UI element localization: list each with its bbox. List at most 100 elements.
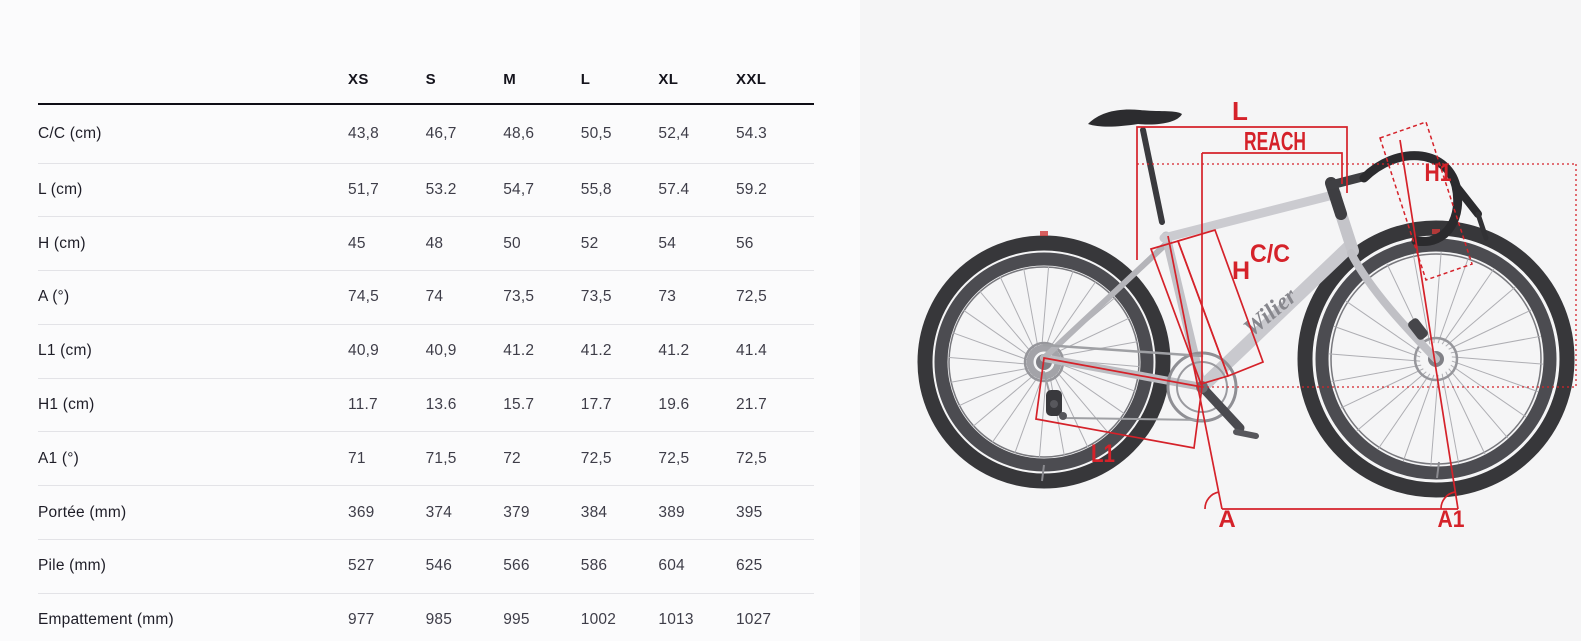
value-cell: 55,8 <box>580 180 612 198</box>
value-cell: 72,5 <box>735 449 767 467</box>
size-header-cell: XL <box>658 70 679 88</box>
value-cell: 54.3 <box>735 124 767 142</box>
row-label: L (cm) <box>38 180 83 198</box>
seatpost <box>1140 127 1165 225</box>
table-row: Pile (mm) 527 546 566 586 604 625 <box>38 540 814 594</box>
value-cell: 15.7 <box>503 396 535 414</box>
value-cell: 604 <box>658 557 685 575</box>
label-reach: REACH <box>1244 126 1306 156</box>
table-row: Portée (mm) 369 374 379 384 389 395 <box>38 486 814 541</box>
l-measure-line <box>1136 126 1348 260</box>
value-cell: 50,5 <box>580 124 612 142</box>
value-cell: 566 <box>503 557 530 575</box>
value-cell: 51,7 <box>348 180 379 198</box>
value-cell: 995 <box>503 611 530 629</box>
head-angle-line <box>1399 139 1459 510</box>
value-cell: 586 <box>580 557 608 575</box>
row-label: H (cm) <box>38 234 86 252</box>
front-rotor <box>1413 336 1459 382</box>
value-cell: 50 <box>503 234 521 252</box>
value-cell: 41.2 <box>580 342 612 360</box>
value-cell: 977 <box>348 611 375 629</box>
front-valve <box>1436 461 1440 479</box>
rear-tire-decal <box>1040 231 1048 236</box>
value-cell: 72,5 <box>580 449 612 467</box>
row-label: Portée (mm) <box>38 503 127 521</box>
value-cell: 72,5 <box>735 288 767 306</box>
value-cell: 13.6 <box>425 396 457 414</box>
label-a1: A1 <box>1438 506 1465 533</box>
row-label: A1 (°) <box>38 449 79 467</box>
value-cell: 54 <box>658 234 677 252</box>
saddle <box>1088 109 1182 127</box>
value-cell: 71 <box>348 449 366 467</box>
l1-measure-box <box>1035 357 1203 449</box>
value-cell: 546 <box>425 557 453 575</box>
top-tube <box>1159 189 1342 243</box>
value-cell: 17.7 <box>580 396 612 414</box>
table-row: H1 (cm) 11.7 13.6 15.7 17.7 19.6 21.7 <box>38 379 814 433</box>
value-cell: 625 <box>735 557 763 575</box>
label-l: L <box>1232 96 1248 126</box>
size-header-cell: XXL <box>735 70 767 88</box>
value-cell: 71,5 <box>425 449 457 467</box>
seatstay <box>1041 241 1169 361</box>
value-cell: 21.7 <box>735 396 767 414</box>
value-cell: 73,5 <box>580 288 612 306</box>
row-label: A (°) <box>38 288 70 306</box>
value-cell: 48 <box>425 234 444 252</box>
front-wheel-spokes <box>1329 252 1543 466</box>
value-cell: 72,5 <box>658 449 690 467</box>
value-cell: 1013 <box>658 611 694 629</box>
value-cell: 374 <box>425 503 453 521</box>
value-cell: 985 <box>425 611 453 629</box>
value-cell: 40,9 <box>425 342 457 360</box>
a1-angle-arc <box>1440 491 1456 510</box>
value-cell: 56 <box>735 234 754 252</box>
size-header-cell: M <box>503 70 517 88</box>
annotation-labels: L REACH H1 C/C H L1 A A1 <box>1091 96 1465 533</box>
label-l1: L1 <box>1091 440 1115 468</box>
table-row: Empattement (mm) 977 985 995 1002 1013 1027 <box>38 594 814 641</box>
pedal <box>1233 429 1259 439</box>
size-header-cell: L <box>580 70 591 88</box>
table-row: C/C (cm) 43,8 46,7 48,6 50,5 52,4 54.3 <box>38 105 814 164</box>
label-h1: H1 <box>1425 159 1452 187</box>
geometry-table: XS S M L XL XXL C/C (cm) 43,8 46,7 48,6 50,5 52,4 5… <box>38 55 814 641</box>
value-cell: 74,5 <box>348 288 379 306</box>
value-cell: 48,6 <box>503 124 535 142</box>
size-header-cell: S <box>425 70 436 88</box>
value-cell: 59.2 <box>735 180 767 198</box>
value-cell: 369 <box>348 503 375 521</box>
table-row: A (°) 74,5 74 73,5 73,5 73 72,5 <box>38 271 814 325</box>
row-label: C/C (cm) <box>38 124 102 142</box>
value-cell: 52 <box>580 234 599 252</box>
value-cell: 389 <box>658 503 685 521</box>
h1-measure-box <box>1379 121 1473 281</box>
brake-lever <box>1475 211 1489 241</box>
a-angle-arc <box>1204 491 1220 510</box>
size-header-cell: XS <box>348 70 369 88</box>
value-cell: 45 <box>348 234 366 252</box>
bike-diagram-panel: Wilier <box>860 0 1581 641</box>
label-a: A <box>1218 506 1235 533</box>
value-cell: 73 <box>658 288 677 306</box>
value-cell: 1027 <box>735 611 772 629</box>
value-cell: 395 <box>735 503 763 521</box>
front-brake-caliper <box>1408 318 1428 340</box>
reach-measure-line <box>1202 152 1343 184</box>
label-cc: C/C <box>1250 240 1290 268</box>
row-label: Pile (mm) <box>38 557 107 575</box>
bike-geometry-svg: Wilier <box>917 96 1577 533</box>
size-header-row: XS S M L XL XXL <box>38 55 814 105</box>
value-cell: 41.4 <box>735 342 767 360</box>
value-cell: 74 <box>425 288 444 306</box>
row-label: H1 (cm) <box>38 396 95 414</box>
table-body: C/C (cm) 43,8 46,7 48,6 50,5 52,4 54.3 L (cm) 51… <box>38 105 814 641</box>
value-cell: 527 <box>348 557 375 575</box>
value-cell: 72 <box>503 449 521 467</box>
fork <box>1347 249 1440 363</box>
value-cell: 41.2 <box>658 342 690 360</box>
row-label: Empattement (mm) <box>38 611 174 629</box>
